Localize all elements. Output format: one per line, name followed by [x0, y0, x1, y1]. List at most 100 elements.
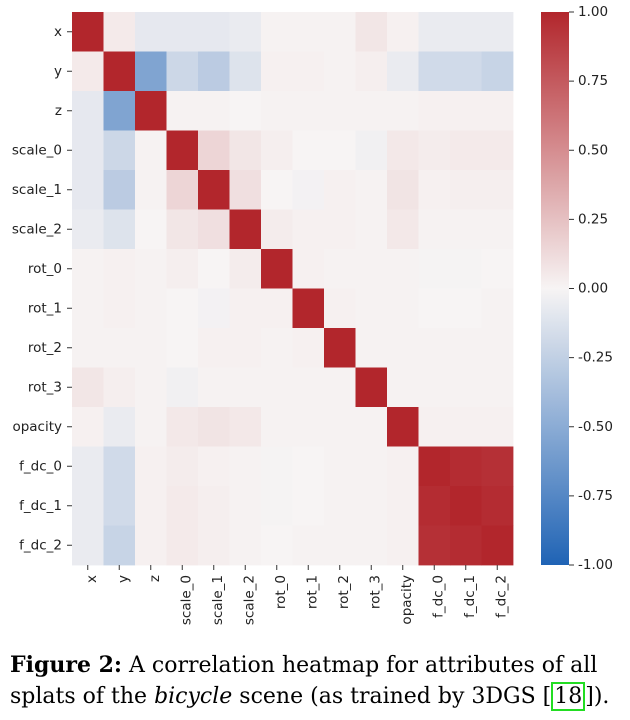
heatmap-cell-rot_3-f_dc_0 — [418, 367, 451, 408]
heatmap-cell-f_dc_0-f_dc_2 — [481, 446, 514, 487]
x-tick-label-rot_3: rot_3 — [367, 575, 383, 609]
colorbar: 1.00 0.75 0.50 0.25 0.00 -0.25 -0.50 -0.75 -1.00 — [541, 4, 613, 573]
heatmap-cell-y-rot_1 — [292, 51, 325, 92]
x-tick-label-f_dc_0: f_dc_0 — [430, 575, 446, 618]
heatmap-cell-z-f_dc_0 — [418, 91, 451, 131]
heatmap-cell-f_dc_2-f_dc_2 — [481, 525, 514, 566]
colorbar-tick-label: 0.75 — [578, 73, 608, 89]
heatmap-cell-z-rot_0 — [261, 91, 293, 131]
heatmap-cell-rot_1-y — [103, 288, 136, 329]
heatmap-cell-scale_0-rot_3 — [355, 130, 388, 171]
heatmap-cell-f_dc_1-y — [103, 486, 136, 526]
heatmap-cell-scale_1-scale_0 — [166, 170, 199, 210]
heatmap-cell-f_dc_2-scale_0 — [166, 525, 199, 566]
colorbar-tick-label: -0.25 — [578, 350, 613, 366]
heatmap-cell-scale_0-z — [135, 130, 167, 171]
heatmap-cell-f_dc_2-f_dc_0 — [418, 525, 451, 566]
heatmap-cell-x-scale_1 — [198, 12, 230, 52]
colorbar-tick-label: -0.75 — [578, 488, 613, 504]
heatmap-cell-x-scale_0 — [166, 12, 199, 52]
heatmap-cell-z-opacity — [387, 91, 419, 131]
heatmap-cell-f_dc_2-rot_2 — [324, 525, 356, 566]
heatmap-cell-y-rot_0 — [261, 51, 293, 92]
heatmap-cell-f_dc_0-scale_1 — [198, 446, 230, 487]
heatmap-cell-rot_0-x — [72, 249, 104, 289]
heatmap-cell-scale_2-rot_1 — [292, 209, 325, 250]
heatmap-cell-z-x — [72, 91, 104, 131]
heatmap-cell-f_dc_0-scale_0 — [166, 446, 199, 487]
heatmap-cell-x-y — [103, 12, 136, 52]
heatmap-cell-scale_1-f_dc_2 — [481, 170, 514, 210]
heatmap-cell-scale_0-f_dc_2 — [481, 130, 514, 171]
heatmap-cell-rot_1-rot_3 — [355, 288, 388, 329]
heatmap-cell-rot_1-opacity — [387, 288, 419, 329]
heatmap-cell-scale_2-scale_2 — [229, 209, 262, 250]
heatmap-cell-scale_1-rot_1 — [292, 170, 325, 210]
colorbar-tick-label: -1.00 — [578, 557, 613, 573]
heatmap-cell-scale_2-scale_0 — [166, 209, 199, 250]
heatmap-cell-x-rot_0 — [261, 12, 293, 52]
heatmap-cell-z-scale_2 — [229, 91, 262, 131]
citation-link[interactable]: 18 — [551, 682, 586, 711]
heatmap-cell-rot_0-f_dc_2 — [481, 249, 514, 289]
heatmap-cell-rot_2-f_dc_0 — [418, 328, 451, 368]
heatmap-cell-y-scale_2 — [229, 51, 262, 92]
heatmap-cell-rot_3-scale_0 — [166, 367, 199, 408]
heatmap-cell-f_dc_0-f_dc_0 — [418, 446, 451, 487]
heatmap-cell-x-x — [72, 12, 104, 52]
heatmap-cell-f_dc_0-scale_2 — [229, 446, 262, 487]
heatmap-cell-scale_0-rot_2 — [324, 130, 356, 171]
heatmap-cell-opacity-z — [135, 407, 167, 447]
x-tick-label-scale_2: scale_2 — [241, 575, 257, 625]
heatmap-cell-rot_3-rot_2 — [324, 367, 356, 408]
heatmap-cell-scale_0-rot_1 — [292, 130, 325, 171]
heatmap-cell-opacity-scale_2 — [229, 407, 262, 447]
heatmap-cell-rot_3-rot_0 — [261, 367, 293, 408]
heatmap-cell-rot_1-scale_0 — [166, 288, 199, 329]
heatmap-cells — [72, 12, 514, 566]
heatmap-cell-z-y — [103, 91, 136, 131]
heatmap-cell-rot_0-scale_1 — [198, 249, 230, 289]
heatmap-cell-rot_3-scale_2 — [229, 367, 262, 408]
heatmap-cell-rot_3-f_dc_1 — [450, 367, 482, 408]
heatmap-cell-rot_2-rot_3 — [355, 328, 388, 368]
heatmap-cell-x-f_dc_1 — [450, 12, 482, 52]
heatmap-cell-y-f_dc_1 — [450, 51, 482, 92]
heatmap-cell-f_dc_1-opacity — [387, 486, 419, 526]
heatmap-cell-scale_1-scale_2 — [229, 170, 262, 210]
heatmap-cell-rot_2-f_dc_2 — [481, 328, 514, 368]
heatmap-cell-scale_1-f_dc_0 — [418, 170, 451, 210]
x-tick-label-rot_2: rot_2 — [336, 575, 352, 609]
heatmap-cell-rot_0-opacity — [387, 249, 419, 289]
heatmap-cell-z-f_dc_1 — [450, 91, 482, 131]
heatmap-cell-f_dc_1-rot_3 — [355, 486, 388, 526]
heatmap-cell-rot_2-f_dc_1 — [450, 328, 482, 368]
x-tick-label-f_dc_2: f_dc_2 — [493, 575, 509, 618]
heatmap-cell-scale_0-f_dc_1 — [450, 130, 482, 171]
heatmap-cell-scale_1-opacity — [387, 170, 419, 210]
heatmap-cell-x-f_dc_0 — [418, 12, 451, 52]
heatmap-cell-f_dc_0-rot_0 — [261, 446, 293, 487]
heatmap-cell-rot_2-scale_2 — [229, 328, 262, 368]
heatmap-cell-rot_1-f_dc_1 — [450, 288, 482, 329]
heatmap-cell-z-scale_1 — [198, 91, 230, 131]
heatmap-cell-rot_3-rot_3 — [355, 367, 388, 408]
heatmap-cell-y-scale_1 — [198, 51, 230, 92]
heatmap-cell-f_dc_1-rot_0 — [261, 486, 293, 526]
heatmap-cell-y-y — [103, 51, 136, 92]
heatmap-cell-rot_1-rot_2 — [324, 288, 356, 329]
heatmap-cell-f_dc_1-f_dc_2 — [481, 486, 514, 526]
y-tick-label-scale_0: scale_0 — [12, 142, 62, 158]
caption-text-middle: scene (as trained by 3DGS [ — [232, 684, 552, 709]
y-tick-label-rot_0: rot_0 — [28, 261, 62, 277]
heatmap-cell-y-scale_0 — [166, 51, 199, 92]
heatmap-cell-f_dc_0-x — [72, 446, 104, 487]
colorbar-tick-label: 0.25 — [578, 211, 608, 227]
heatmap-cell-rot_2-scale_1 — [198, 328, 230, 368]
heatmap-cell-f_dc_1-scale_2 — [229, 486, 262, 526]
heatmap-cell-x-opacity — [387, 12, 419, 52]
heatmap-cell-scale_2-f_dc_1 — [450, 209, 482, 250]
heatmap-cell-rot_0-scale_2 — [229, 249, 262, 289]
heatmap-cell-f_dc_2-f_dc_1 — [450, 525, 482, 566]
heatmap-cell-rot_3-f_dc_2 — [481, 367, 514, 408]
